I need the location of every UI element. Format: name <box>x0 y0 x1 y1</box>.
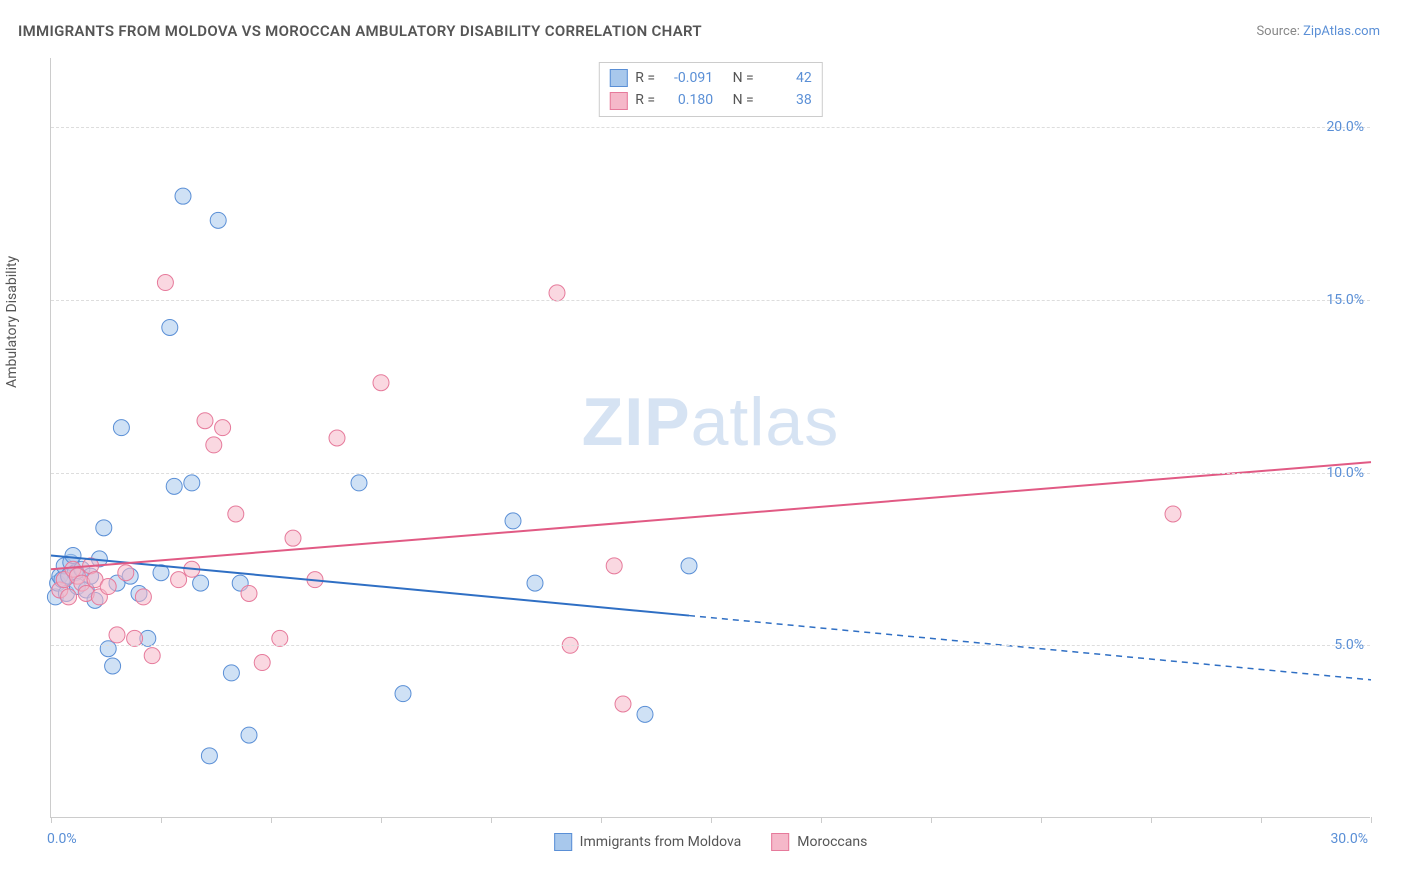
data-point <box>144 648 160 664</box>
source-link[interactable]: ZipAtlas.com <box>1303 24 1380 39</box>
trend-line <box>51 555 689 615</box>
data-point <box>373 375 389 391</box>
data-point <box>61 589 77 605</box>
data-point <box>157 275 173 291</box>
y-tick-label: 5.0% <box>1334 637 1364 653</box>
x-tick <box>821 817 822 823</box>
x-tick <box>1151 817 1152 823</box>
x-tick <box>1041 817 1042 823</box>
data-point <box>615 696 631 712</box>
data-point <box>127 630 143 646</box>
n-value-moroccans: 38 <box>762 89 812 111</box>
data-point <box>228 506 244 522</box>
data-point <box>193 575 209 591</box>
data-point <box>184 475 200 491</box>
plot-area: ZIPatlas R = -0.091 N = 42 R = 0.180 N =… <box>50 58 1370 818</box>
r-value-moroccans: 0.180 <box>663 89 713 111</box>
data-point <box>285 530 301 546</box>
y-tick-label: 20.0% <box>1326 119 1364 135</box>
legend-label-moldova: Immigrants from Moldova <box>580 834 742 850</box>
data-point <box>118 565 134 581</box>
data-point <box>505 513 521 529</box>
data-point <box>329 430 345 446</box>
data-point <box>166 478 182 494</box>
data-point <box>210 212 226 228</box>
data-point <box>606 558 622 574</box>
data-point <box>215 420 231 436</box>
plot-svg <box>51 58 1370 817</box>
x-tick <box>931 817 932 823</box>
data-point <box>241 585 257 601</box>
x-tick <box>51 817 52 823</box>
series-legend: Immigrants from Moldova Moroccans <box>554 833 868 851</box>
x-tick <box>711 817 712 823</box>
data-point <box>135 589 151 605</box>
chart-title: IMMIGRANTS FROM MOLDOVA VS MOROCCAN AMBU… <box>18 22 702 40</box>
x-tick <box>1261 817 1262 823</box>
data-point <box>109 627 125 643</box>
legend-item-moroccans: Moroccans <box>771 833 867 851</box>
source-label: Source: <box>1256 24 1299 39</box>
correlation-row-moroccans: R = 0.180 N = 38 <box>609 89 811 111</box>
gridline <box>51 300 1370 301</box>
x-tick <box>601 817 602 823</box>
swatch-moldova <box>609 69 627 87</box>
data-point <box>162 319 178 335</box>
gridline <box>51 127 1370 128</box>
legend-item-moldova: Immigrants from Moldova <box>554 833 742 851</box>
gridline <box>51 473 1370 474</box>
data-point <box>681 558 697 574</box>
r-label: R = <box>635 89 655 111</box>
correlation-row-moldova: R = -0.091 N = 42 <box>609 67 811 89</box>
data-point <box>197 413 213 429</box>
data-point <box>105 658 121 674</box>
gridline <box>51 645 1370 646</box>
x-tick <box>491 817 492 823</box>
data-point <box>272 630 288 646</box>
data-point <box>171 572 187 588</box>
swatch-moroccans <box>609 92 627 110</box>
data-point <box>637 706 653 722</box>
data-point <box>100 579 116 595</box>
r-value-moldova: -0.091 <box>663 67 713 89</box>
legend-swatch-moroccans <box>771 833 789 851</box>
source-attribution: Source: ZipAtlas.com <box>1256 24 1380 39</box>
n-label: N = <box>733 89 754 111</box>
x-tick <box>161 817 162 823</box>
data-point <box>351 475 367 491</box>
x-tick <box>271 817 272 823</box>
data-point <box>1165 506 1181 522</box>
data-point <box>206 437 222 453</box>
data-point <box>395 686 411 702</box>
data-point <box>254 655 270 671</box>
data-point <box>96 520 112 536</box>
x-axis-max-label: 30.0% <box>1330 831 1368 847</box>
data-point <box>100 641 116 657</box>
trend-line-extrapolated <box>689 616 1371 680</box>
data-point <box>113 420 129 436</box>
x-axis-min-label: 0.0% <box>47 831 77 847</box>
correlation-legend: R = -0.091 N = 42 R = 0.180 N = 38 <box>598 62 822 117</box>
n-label: N = <box>733 67 754 89</box>
r-label: R = <box>635 67 655 89</box>
x-tick <box>381 817 382 823</box>
data-point <box>241 727 257 743</box>
data-point <box>549 285 565 301</box>
y-tick-label: 10.0% <box>1326 465 1364 481</box>
legend-swatch-moldova <box>554 833 572 851</box>
x-tick <box>1371 817 1372 823</box>
y-tick-label: 15.0% <box>1326 292 1364 308</box>
data-point <box>201 748 217 764</box>
data-point <box>175 188 191 204</box>
data-point <box>223 665 239 681</box>
y-axis-label: Ambulatory Disability <box>4 256 20 388</box>
data-point <box>527 575 543 591</box>
n-value-moldova: 42 <box>762 67 812 89</box>
legend-label-moroccans: Moroccans <box>797 834 867 850</box>
